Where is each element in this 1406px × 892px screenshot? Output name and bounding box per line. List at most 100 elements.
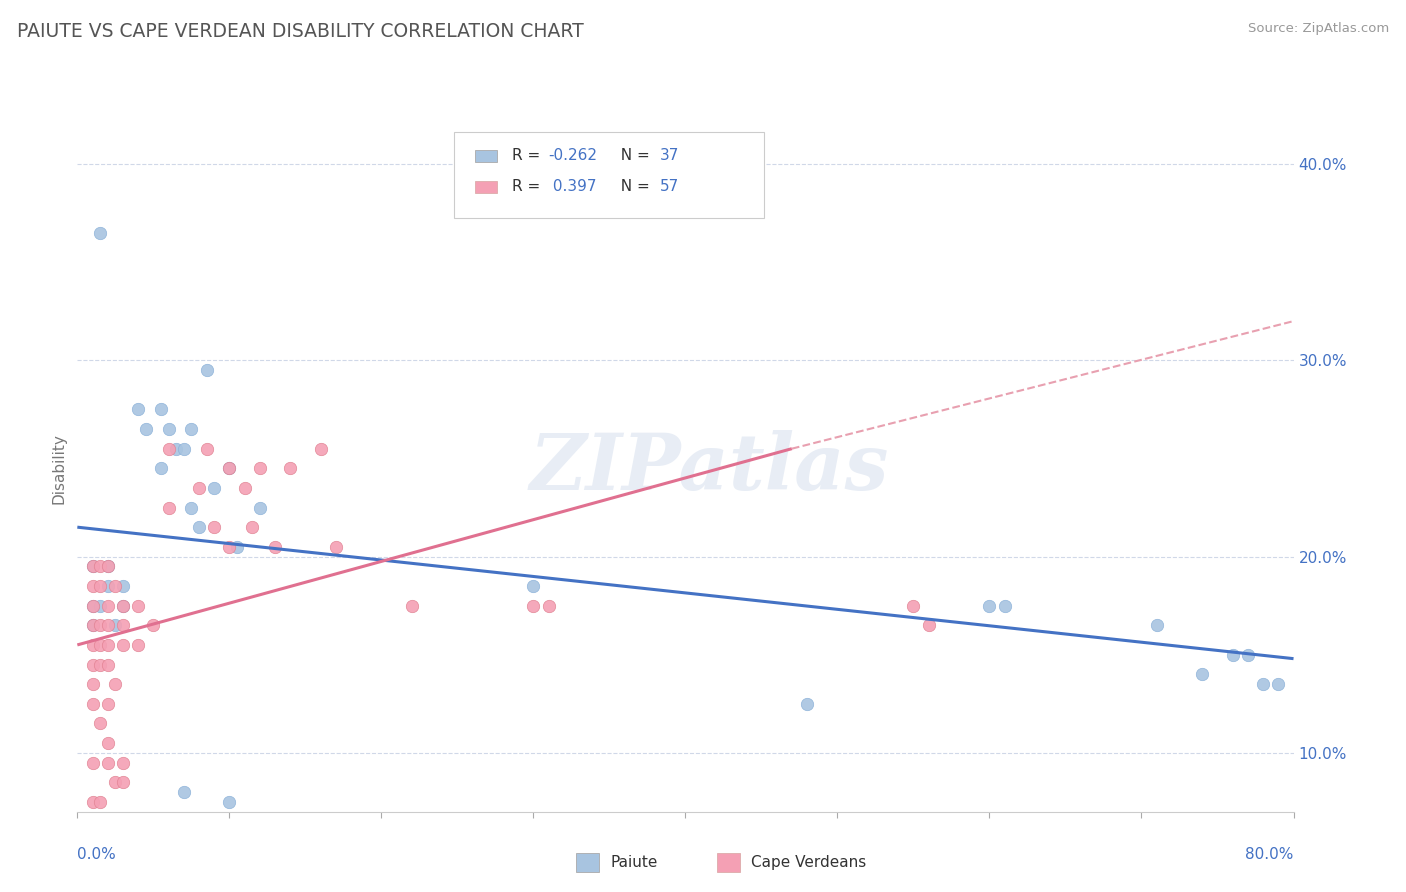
Point — [994, 599, 1017, 613]
Text: PAIUTE VS CAPE VERDEAN DISABILITY CORRELATION CHART: PAIUTE VS CAPE VERDEAN DISABILITY CORREL… — [17, 22, 583, 41]
Point — [82, 657, 104, 672]
Point — [157, 422, 180, 436]
Point — [97, 599, 120, 613]
Point — [111, 579, 134, 593]
Point — [233, 481, 256, 495]
Point — [97, 657, 120, 672]
Point — [97, 736, 120, 750]
Point — [89, 579, 111, 593]
Point — [202, 481, 225, 495]
Point — [195, 363, 218, 377]
Point — [188, 520, 211, 534]
Point — [979, 599, 1001, 613]
Text: 37: 37 — [659, 148, 679, 163]
Point — [82, 618, 104, 632]
Text: N =: N = — [612, 148, 655, 163]
Point — [82, 618, 104, 632]
Point — [180, 500, 202, 515]
Point — [278, 461, 301, 475]
Point — [127, 599, 149, 613]
Point — [82, 599, 104, 613]
Point — [173, 785, 195, 799]
Point — [522, 599, 544, 613]
Text: R =: R = — [512, 179, 544, 194]
Point — [97, 618, 120, 632]
Point — [97, 756, 120, 770]
Point — [82, 795, 104, 809]
Point — [918, 618, 941, 632]
Text: Paiute: Paiute — [610, 855, 658, 870]
Point — [1191, 667, 1213, 681]
Point — [325, 540, 347, 554]
Point — [104, 677, 127, 691]
Point — [82, 559, 104, 574]
Point — [202, 520, 225, 534]
Point — [104, 775, 127, 789]
Point — [97, 579, 120, 593]
Point — [218, 461, 240, 475]
Point — [135, 422, 157, 436]
Point — [537, 599, 560, 613]
Point — [127, 638, 149, 652]
Point — [82, 677, 104, 691]
Point — [89, 559, 111, 574]
Text: 57: 57 — [659, 179, 679, 194]
Point — [142, 618, 165, 632]
Point — [1237, 648, 1260, 662]
Point — [111, 599, 134, 613]
Point — [97, 697, 120, 711]
Point — [903, 599, 925, 613]
Point — [796, 697, 818, 711]
Y-axis label: Disability: Disability — [51, 433, 66, 504]
Point — [111, 756, 134, 770]
Point — [218, 540, 240, 554]
Point — [89, 716, 111, 731]
Point — [89, 657, 111, 672]
Point — [522, 579, 544, 593]
Point — [249, 500, 271, 515]
Text: Source: ZipAtlas.com: Source: ZipAtlas.com — [1249, 22, 1389, 36]
Point — [104, 579, 127, 593]
Point — [89, 795, 111, 809]
FancyBboxPatch shape — [475, 150, 496, 162]
Point — [82, 559, 104, 574]
Point — [104, 618, 127, 632]
Point — [97, 638, 120, 652]
Point — [1267, 677, 1289, 691]
Point — [111, 775, 134, 789]
Text: N =: N = — [612, 179, 655, 194]
Point — [149, 461, 172, 475]
Point — [264, 540, 287, 554]
Text: 0.397: 0.397 — [548, 179, 596, 194]
Text: 80.0%: 80.0% — [1246, 847, 1294, 862]
Point — [127, 402, 149, 417]
Point — [149, 402, 172, 417]
Text: 0.0%: 0.0% — [77, 847, 117, 862]
Point — [401, 599, 423, 613]
Point — [226, 540, 249, 554]
Point — [218, 461, 240, 475]
Text: -0.262: -0.262 — [548, 148, 598, 163]
Text: R =: R = — [512, 148, 544, 163]
Point — [173, 442, 195, 456]
Point — [89, 638, 111, 652]
Point — [157, 442, 180, 456]
Point — [180, 422, 202, 436]
Text: Cape Verdeans: Cape Verdeans — [751, 855, 866, 870]
Point — [82, 756, 104, 770]
Point — [82, 579, 104, 593]
Point — [309, 442, 332, 456]
Point — [89, 599, 111, 613]
Point — [97, 559, 120, 574]
Point — [97, 559, 120, 574]
Point — [165, 442, 187, 456]
Point — [89, 226, 111, 240]
Point — [82, 599, 104, 613]
FancyBboxPatch shape — [454, 132, 765, 218]
Point — [82, 638, 104, 652]
Point — [1251, 677, 1274, 691]
Point — [188, 481, 211, 495]
Point — [111, 618, 134, 632]
Point — [218, 795, 240, 809]
Point — [157, 500, 180, 515]
